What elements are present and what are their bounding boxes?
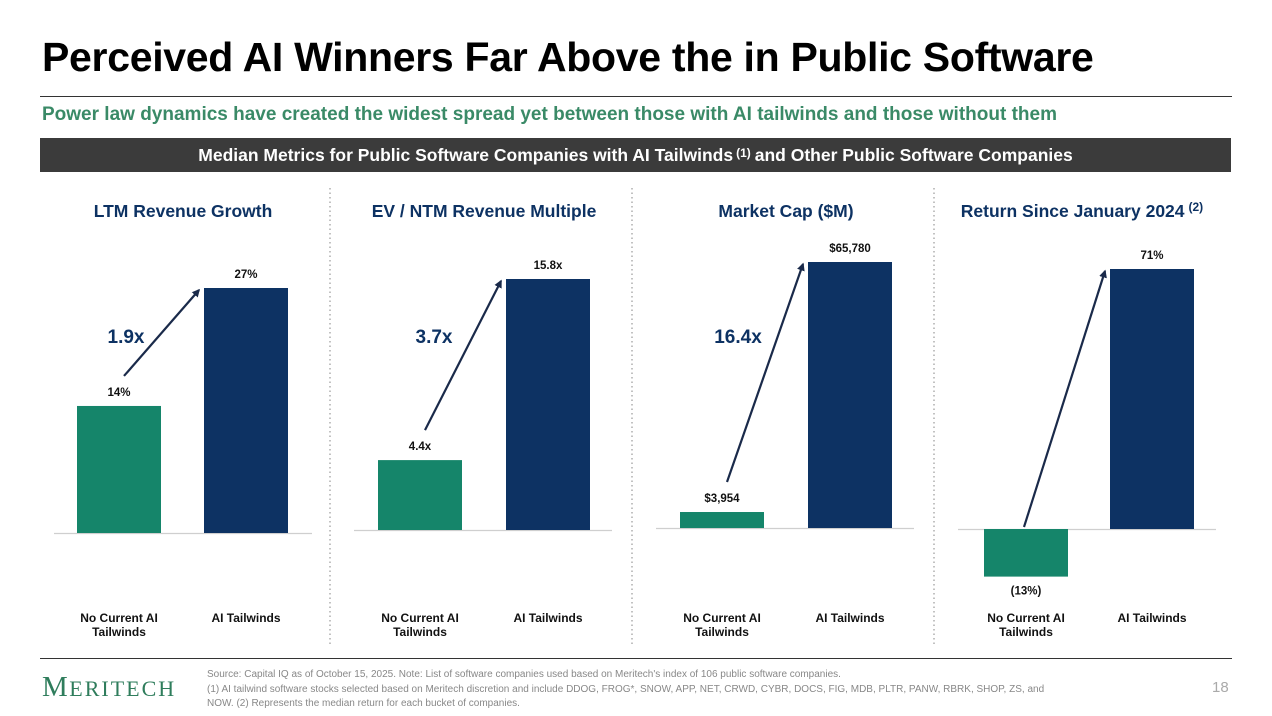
title-divider bbox=[40, 96, 1232, 97]
page-title: Perceived AI Winners Far Above the in Pu… bbox=[42, 34, 1094, 80]
source-line: NOW. (2) Represents the median return fo… bbox=[207, 698, 520, 709]
multiplier-label: 1.9x bbox=[108, 327, 145, 348]
bar-no-ai-tailwinds bbox=[378, 460, 462, 530]
bar-no-ai-tailwinds bbox=[680, 512, 764, 528]
multiplier-label: 16.4x bbox=[714, 327, 762, 348]
category-label: No Current AI bbox=[683, 611, 761, 625]
category-label: AI Tailwinds bbox=[211, 611, 280, 625]
category-label: No Current AI bbox=[80, 611, 158, 625]
data-label: $65,780 bbox=[829, 243, 871, 255]
data-label: $3,954 bbox=[704, 493, 740, 505]
bar-ai-tailwinds bbox=[506, 279, 590, 530]
category-label: Tailwinds bbox=[92, 625, 146, 639]
logo-text: MERITECH bbox=[42, 671, 177, 703]
banner-text-before: Median Metrics for Public Software Compa… bbox=[198, 144, 734, 165]
category-label: No Current AI bbox=[987, 611, 1065, 625]
bar-no-ai-tailwinds bbox=[77, 405, 161, 533]
category-label: Tailwinds bbox=[393, 625, 447, 639]
bar-no-ai-tailwinds bbox=[984, 529, 1068, 577]
chart-title: EV / NTM Revenue Multiple bbox=[372, 201, 597, 221]
data-label: 15.8x bbox=[534, 260, 563, 272]
growth-arrow bbox=[725, 262, 805, 483]
banner-text-after: and Other Public Software Companies bbox=[754, 144, 1073, 165]
bar-ai-tailwinds bbox=[204, 288, 288, 533]
company-logo: MERITECH bbox=[42, 671, 176, 704]
page-number: 18 bbox=[1212, 679, 1229, 696]
bar-ai-tailwinds bbox=[808, 262, 892, 528]
multiplier-label: 3.7x bbox=[416, 327, 453, 348]
category-label: AI Tailwinds bbox=[1117, 611, 1186, 625]
page-subtitle: Power law dynamics have created the wide… bbox=[42, 104, 1057, 125]
data-label: 4.4x bbox=[409, 441, 432, 453]
category-label: No Current AI bbox=[381, 611, 459, 625]
banner-footnote: (1) bbox=[736, 146, 751, 160]
bar-ai-tailwinds bbox=[1110, 269, 1194, 529]
data-label: 71% bbox=[1140, 250, 1163, 262]
category-label: Tailwinds bbox=[999, 625, 1053, 639]
data-label: 14% bbox=[107, 387, 130, 399]
source-notes: Source: Capital IQ as of October 15, 202… bbox=[207, 668, 1107, 712]
chart-title: Market Cap ($M) bbox=[718, 201, 853, 221]
growth-arrow bbox=[1022, 269, 1107, 528]
category-label: Tailwinds bbox=[695, 625, 749, 639]
chart-title: LTM Revenue Growth bbox=[94, 201, 273, 221]
section-banner: Median Metrics for Public Software Compa… bbox=[40, 138, 1231, 172]
source-line: (1) AI tailwind software stocks selected… bbox=[207, 683, 1045, 695]
chart-title: Return Since January 2024 (2) bbox=[961, 200, 1203, 221]
category-label: AI Tailwinds bbox=[815, 611, 884, 625]
data-label: (13%) bbox=[1011, 586, 1042, 598]
source-line: Source: Capital IQ as of October 15, 202… bbox=[207, 669, 841, 680]
chart-title-note: (2) bbox=[1189, 200, 1204, 214]
growth-arrow bbox=[123, 288, 200, 377]
growth-arrow bbox=[424, 279, 502, 431]
footer-divider bbox=[40, 658, 1232, 659]
data-label: 27% bbox=[234, 269, 257, 281]
category-label: AI Tailwinds bbox=[513, 611, 582, 625]
